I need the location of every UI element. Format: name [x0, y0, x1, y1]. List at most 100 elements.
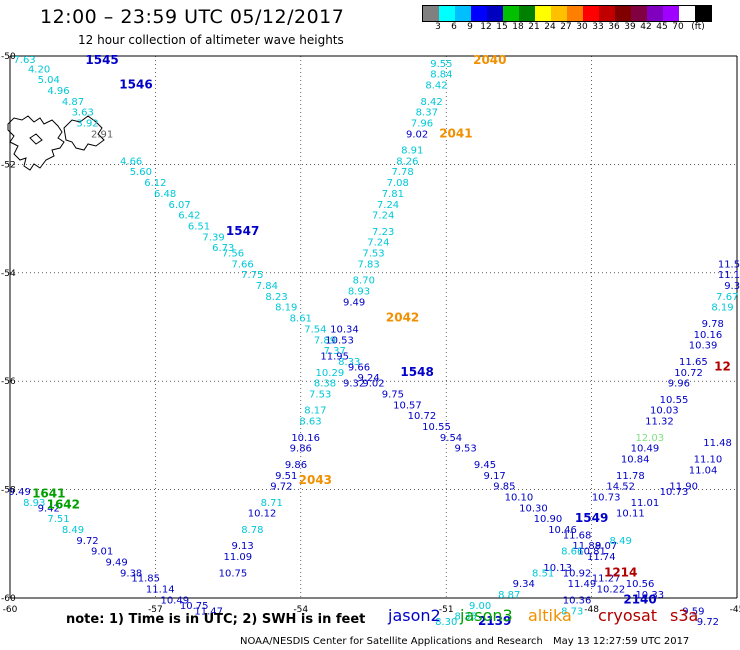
wave-height-value: 9.86 [285, 460, 307, 471]
wave-height-value: 8.37 [416, 108, 438, 119]
wave-height-value: 8.49 [62, 525, 84, 536]
wave-height-value: 7.56 [222, 249, 244, 260]
wave-height-value: 11.47 [194, 606, 223, 617]
footer-note: note: 1) Time is in UTC; 2) SWH is in fe… [66, 612, 366, 627]
wave-height-value: 10.29 [316, 368, 345, 379]
wave-height-value: 8.30 [435, 617, 457, 628]
wave-height-value: 10.57 [393, 400, 422, 411]
color-legend-bar [422, 5, 712, 22]
satellite-legend-jason2: jason2 [388, 606, 441, 625]
y-tick-label: -58 [1, 486, 16, 496]
wave-height-value: 4.96 [47, 86, 69, 97]
wave-height-values: 7.634.205.044.964.873.633.922.91 4.665.60… [9, 55, 740, 628]
page-title: 12:00 – 23:59 UTC 05/12/2017 [40, 6, 345, 28]
legend-swatch [631, 6, 647, 21]
wave-height-value: 14.52 [606, 482, 635, 493]
wave-height-value: 9.53 [454, 444, 476, 455]
legend-swatch [551, 6, 567, 21]
legend-swatch [519, 6, 535, 21]
wave-height-value: 8.42 [421, 97, 443, 108]
wave-height-value: 6.48 [154, 189, 176, 200]
axis-tick-labels: -60 -57 -54 -51 -48 -45 -50 -52 -54 -56 -58 -60 [1, 52, 740, 615]
legend-tick-label: 24 [544, 22, 556, 32]
wave-height-value: 9.13 [232, 541, 254, 552]
wave-height-value: 10.56 [626, 579, 655, 590]
satellite-legend-jason3: jason3 [460, 606, 513, 625]
legend-tick-label: 42 [640, 22, 652, 32]
legend-tick-label: 27 [560, 22, 572, 32]
pass-time-label: 2140 [623, 592, 656, 606]
wave-height-value: 10.53 [325, 335, 354, 346]
wave-height-value: 11.09 [223, 552, 252, 563]
wave-height-value: 11.01 [631, 498, 660, 509]
wave-height-value: 8.49 [610, 536, 632, 547]
wave-height-value: 11.78 [616, 471, 645, 482]
x-tick-label: -60 [3, 605, 18, 615]
wave-height-value: 9.17 [484, 471, 506, 482]
wave-height-value: 9.02 [362, 379, 384, 390]
wave-height-value: 9.66 [348, 362, 370, 373]
pass-time-label: 2040 [473, 53, 506, 67]
wave-height-value: 8.51 [532, 568, 554, 579]
pass-time-label: 1214 [604, 565, 637, 579]
wave-height-value: 9.78 [702, 319, 724, 330]
wave-height-value: 12.03 [635, 433, 664, 444]
wave-height-value: 8.63 [299, 417, 321, 428]
wave-height-value: 8.87 [498, 590, 520, 601]
wave-height-value: 10.75 [219, 568, 248, 579]
pass-time-label: 1641 [32, 487, 65, 501]
x-tick-label: -54 [293, 605, 308, 615]
wave-height-value: 10.72 [408, 411, 437, 422]
pass-time-label: 1547 [226, 224, 259, 238]
wave-height-value: 8.26 [396, 156, 418, 167]
wave-height-value: 11.95 [320, 352, 349, 363]
y-tick-label: -56 [1, 377, 16, 387]
wave-height-value: 9.02 [406, 129, 428, 140]
wave-height-value: 8.84 [430, 70, 452, 81]
legend-swatch [583, 6, 599, 21]
wave-height-value: 10.55 [660, 395, 689, 406]
wave-height-value: 8.78 [241, 525, 263, 536]
wave-height-value: 10.22 [597, 585, 626, 596]
wave-height-value: 3.92 [76, 118, 98, 129]
wave-height-value: 7.24 [377, 200, 399, 211]
x-tick-label: -57 [148, 605, 163, 615]
wave-height-value: 2.91 [91, 129, 113, 140]
pass-time-label: 1546 [119, 78, 152, 92]
legend-swatch [455, 6, 471, 21]
wave-height-value: 5.60 [130, 167, 152, 178]
wave-height-value: 9.54 [440, 433, 462, 444]
wave-height-value: 11.85 [131, 574, 160, 585]
wave-height-value: 7.84 [256, 281, 278, 292]
wave-height-value: 11.54 [718, 259, 740, 270]
wave-height-value: 6.12 [144, 178, 166, 189]
falkland-islands-coastline [7, 115, 105, 171]
legend-swatch [535, 6, 551, 21]
legend-tick-label: 15 [496, 22, 508, 32]
wave-height-value: 9.49 [105, 557, 127, 568]
wave-height-value: 9.32 [343, 379, 365, 390]
wave-height-value: 8.33 [338, 357, 360, 368]
wave-height-value: 11.18 [718, 270, 740, 281]
wave-height-value: 9.55 [430, 59, 452, 70]
wave-height-value: 11.49 [568, 579, 597, 590]
wave-height-value: 7.23 [372, 227, 394, 238]
wave-height-value: 4.66 [120, 156, 142, 167]
wave-height-value: 6.07 [169, 200, 191, 211]
legend-tick-label: 70 [672, 22, 684, 32]
y-tick-label: -52 [1, 160, 16, 170]
legend-swatch [471, 6, 487, 21]
wave-height-value: 10.03 [650, 406, 679, 417]
wave-height-value: 11.27 [592, 574, 621, 585]
wave-height-value: 10.90 [534, 514, 563, 525]
wave-height-value: 7.89 [314, 335, 336, 346]
satellite-legend-cryosat: cryosat [598, 606, 658, 625]
wave-height-value: 9.72 [76, 536, 98, 547]
wave-height-value: 11.90 [669, 482, 698, 493]
wave-height-value: 8.73 [561, 606, 583, 617]
wave-height-value: 4.87 [62, 97, 84, 108]
timestamp: May 13 12:27:59 UTC 2017 [553, 636, 690, 647]
wave-height-value: 9.49 [9, 487, 31, 498]
wave-height-value: 10.72 [674, 368, 703, 379]
